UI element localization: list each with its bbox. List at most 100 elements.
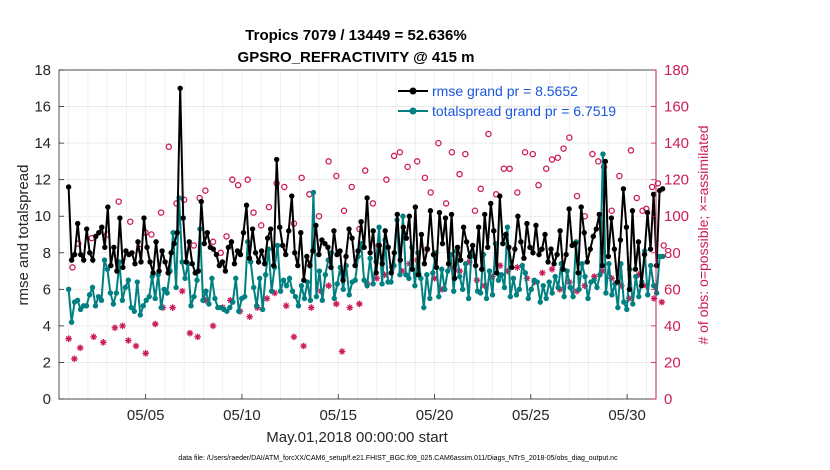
rmse-point <box>524 220 530 227</box>
obs-assimilated-point <box>142 350 149 357</box>
rmse-point <box>267 226 274 232</box>
rmse-point <box>397 257 403 263</box>
totalspread-point <box>570 293 576 300</box>
rmse-point <box>349 235 355 241</box>
rmse-point <box>439 240 446 247</box>
rmse-point <box>141 215 147 221</box>
totalspread-point <box>206 301 212 307</box>
rmse-point <box>596 211 602 218</box>
rmse-point <box>614 279 621 285</box>
totalspread-point <box>465 295 472 302</box>
obs-assimilated-point <box>373 275 381 282</box>
obs-assimilated-point <box>119 322 126 330</box>
totalspread-point <box>161 286 167 293</box>
totalspread-point <box>552 273 558 280</box>
rmse-point <box>466 253 473 260</box>
obs-assimilated-point <box>346 304 354 311</box>
y-right-tick-label: 160 <box>664 99 689 116</box>
rmse-point <box>231 261 238 267</box>
totalspread-point <box>406 275 412 282</box>
totalspread-point <box>445 268 451 274</box>
rmse-point <box>301 277 307 283</box>
totalspread-point <box>525 295 532 302</box>
totalspread-point <box>95 293 102 300</box>
rmse-point <box>566 206 572 212</box>
totalspread-point <box>606 261 612 267</box>
legend-swatch-marker <box>409 87 417 95</box>
x-tick-label: 05/20 <box>416 407 454 424</box>
rmse-point <box>343 253 349 260</box>
obs-possible-point <box>560 145 567 152</box>
rmse-point <box>237 251 244 258</box>
rmse-point <box>195 268 201 274</box>
totalspread-point <box>152 295 158 302</box>
obs-assimilated-point <box>635 271 642 279</box>
totalspread-point <box>534 279 540 285</box>
rmse-point <box>554 251 560 258</box>
obs-assimilated-point <box>658 298 666 306</box>
totalspread-point <box>624 306 630 313</box>
rmse-point <box>252 250 259 256</box>
totalspread-point <box>603 290 609 296</box>
totalspread-point <box>561 293 567 300</box>
rmse-point <box>659 186 666 192</box>
rmse-point <box>578 204 584 210</box>
totalspread-point <box>307 297 314 303</box>
obs-possible-point <box>281 183 288 191</box>
rmse-point <box>379 261 385 267</box>
y-left-tick-label: 8 <box>43 245 51 262</box>
rmse-point <box>249 226 256 232</box>
totalspread-point <box>110 301 117 307</box>
obs-possible-point <box>421 174 429 182</box>
rmse-point <box>626 286 633 293</box>
totalspread-point <box>567 284 573 291</box>
rmse-point <box>433 264 440 271</box>
x-tick-label: 05/10 <box>223 407 261 424</box>
obs-assimilated-point <box>132 342 140 350</box>
rmse-point <box>482 211 488 218</box>
rmse-point <box>653 262 660 269</box>
rmse-point <box>201 240 208 247</box>
obs-assimilated-point <box>263 295 271 302</box>
rmse-point <box>530 250 536 256</box>
rmse-point <box>234 248 241 254</box>
rmse-point <box>313 222 319 229</box>
rmse-point <box>644 209 651 216</box>
totalspread-point <box>450 288 457 294</box>
obs-possible-point <box>348 183 355 191</box>
rmse-point <box>457 257 464 263</box>
totalspread-point <box>143 297 149 303</box>
totalspread-point <box>77 306 84 313</box>
totalspread-point <box>101 257 108 263</box>
totalspread-point <box>564 268 570 274</box>
totalspread-point <box>528 286 535 293</box>
totalspread-point <box>188 303 194 309</box>
totalspread-line <box>67 154 663 323</box>
totalspread-point <box>295 303 302 309</box>
chart-title: Tropics 7079 / 13449 = 52.636% <box>245 27 466 44</box>
obs-assimilated-point <box>125 337 132 344</box>
rmse-point <box>418 231 425 238</box>
totalspread-point <box>507 293 514 300</box>
totalspread-point <box>361 277 367 283</box>
y-right-tick-label: 120 <box>664 172 689 189</box>
rmse-point <box>228 239 235 245</box>
y-left-tick-label: 0 <box>43 391 51 408</box>
rmse-point <box>608 215 615 221</box>
rmse-point <box>258 248 265 254</box>
rmse-point <box>448 211 455 218</box>
obs-possible-point <box>448 148 456 156</box>
totalspread-point <box>650 282 657 289</box>
obs-possible-point <box>265 203 273 211</box>
rmse-point <box>415 272 422 278</box>
totalspread-point <box>104 266 111 272</box>
y-right-tick-label: 0 <box>664 391 672 408</box>
totalspread-point <box>576 286 582 293</box>
totalspread-point <box>277 288 284 294</box>
totalspread-point <box>280 277 287 283</box>
totalspread-point <box>483 295 490 302</box>
rmse-point <box>204 229 211 236</box>
rmse-point <box>74 220 81 227</box>
rmse-point <box>346 226 352 232</box>
totalspread-point <box>128 304 135 311</box>
